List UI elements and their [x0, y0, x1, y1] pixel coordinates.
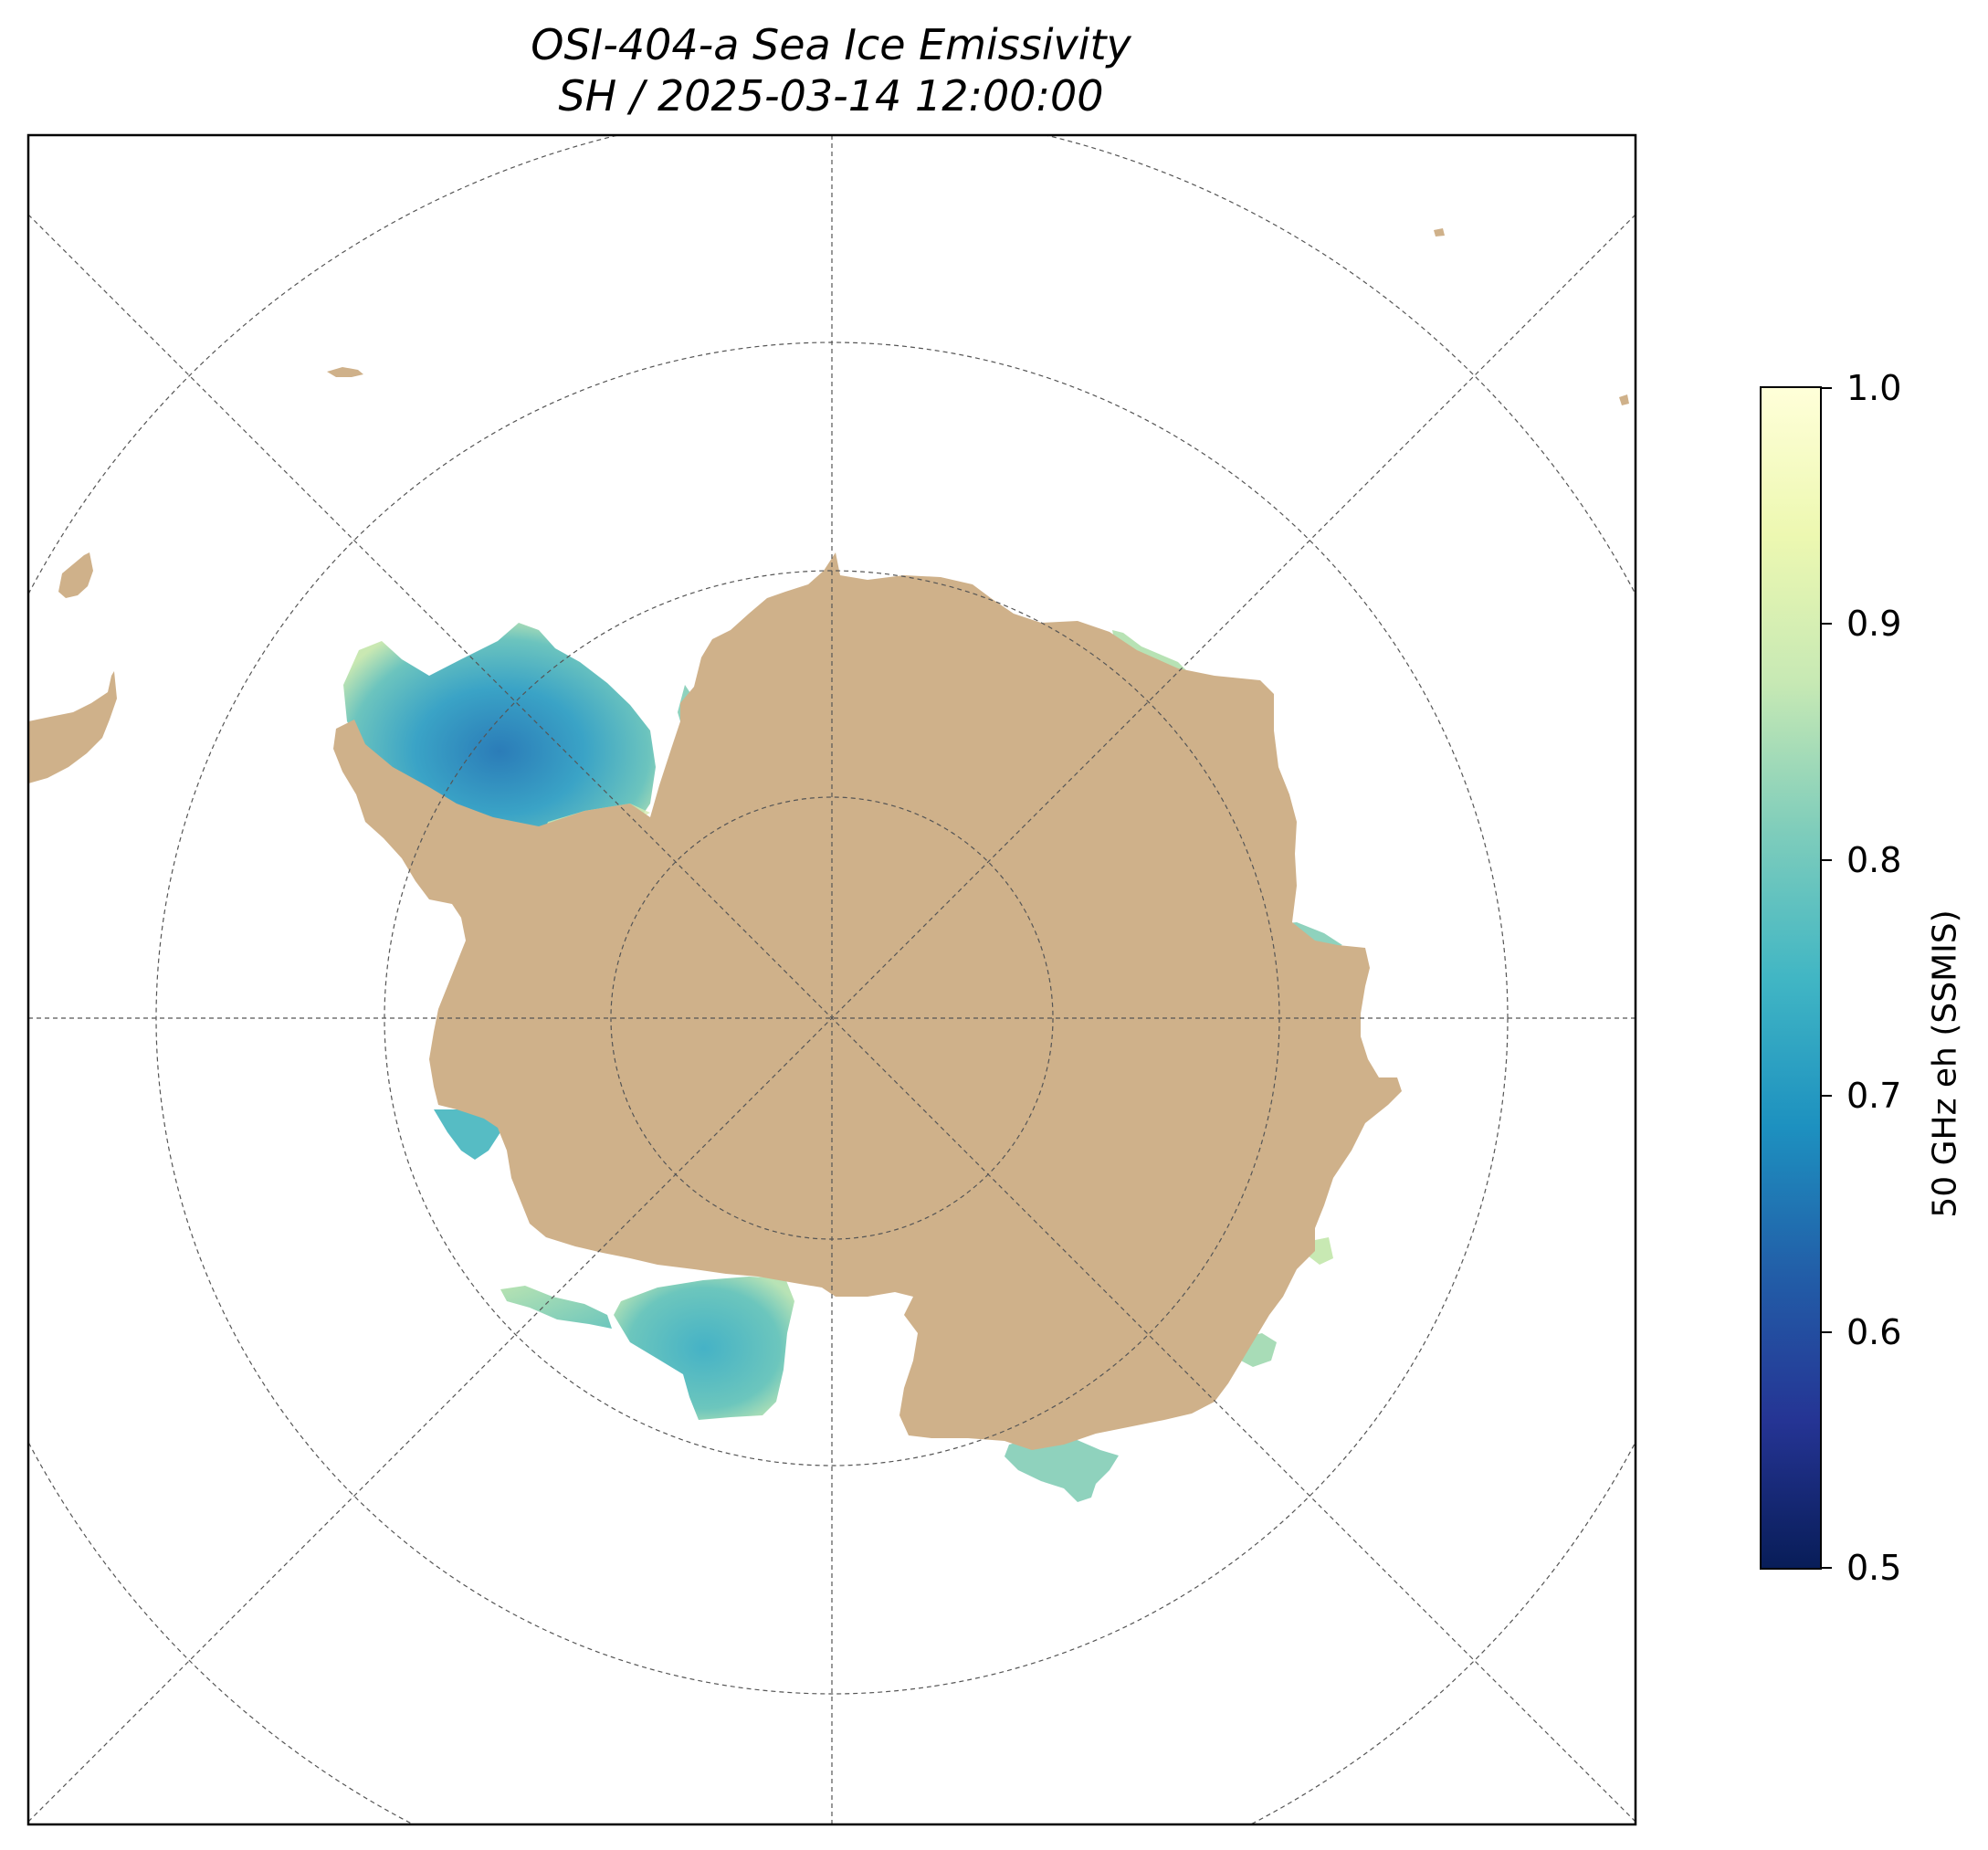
- colorbar-tick-label: 0.6: [1846, 1312, 1902, 1352]
- sea-ice-amundsen: [1005, 1435, 1119, 1502]
- sea-ice-ross-west: [500, 1286, 612, 1329]
- colorbar-tick-label: 0.5: [1846, 1548, 1902, 1588]
- land-antarctica: [333, 552, 1402, 1450]
- map-subtitle: SH / 2025-03-14 12:00:00: [558, 71, 1104, 121]
- graticule: [28, 135, 1636, 1824]
- map-frame: [26, 133, 1637, 1826]
- map-title: OSI-404-a Sea Ice Emissivity: [531, 20, 1131, 69]
- colorbar-tick-label: 0.7: [1846, 1076, 1902, 1116]
- sea-ice-ross: [614, 1277, 794, 1420]
- land-south-georgia: [327, 367, 363, 377]
- land-south-america: [28, 671, 117, 783]
- colorbar-tick-label: 0.8: [1846, 840, 1902, 880]
- map-area: [28, 228, 1629, 1502]
- land-falklands: [58, 552, 93, 598]
- colorbar-label: 50 GHz eh (SSMIS): [1926, 909, 1964, 1218]
- colorbar-tick-label: 0.9: [1846, 604, 1902, 644]
- colorbar-tick-label: 1.0: [1846, 368, 1902, 408]
- colorbar: [1760, 386, 1822, 1570]
- sea-ice-weddell: [343, 623, 656, 857]
- land-island-2: [1619, 394, 1629, 405]
- meridian-135: [28, 214, 1636, 1823]
- colorbar-ticks: [1821, 387, 1832, 1569]
- land-island-1: [1434, 228, 1445, 237]
